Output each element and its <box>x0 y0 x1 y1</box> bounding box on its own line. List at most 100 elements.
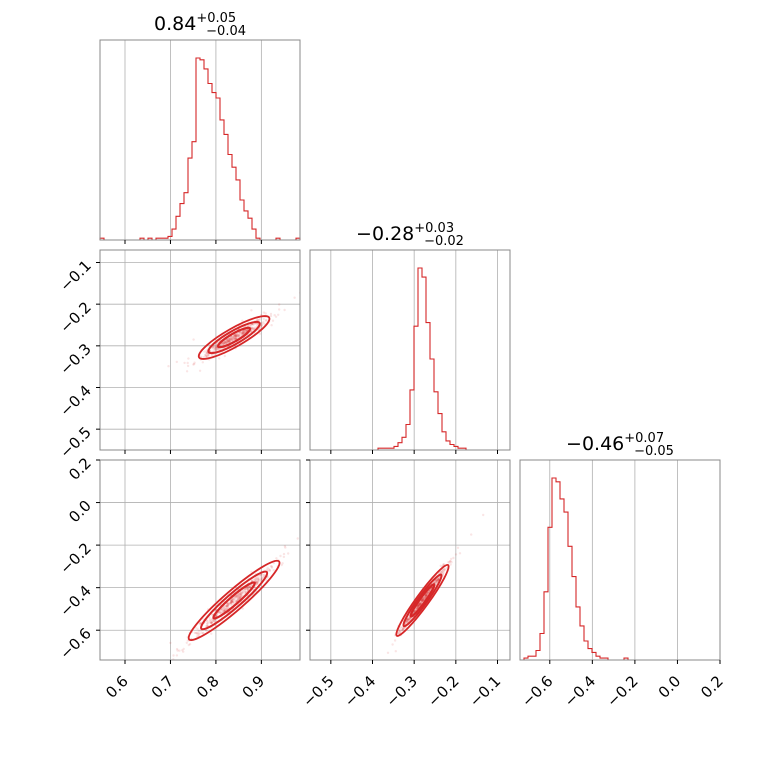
sample-point <box>419 602 422 605</box>
sample-point <box>232 334 236 337</box>
sample-point <box>229 338 232 341</box>
sample-point <box>418 601 422 604</box>
sample-point <box>398 629 401 632</box>
x-tick-label-p0: 0.8 <box>193 672 223 702</box>
sample-point <box>450 561 453 564</box>
sample-point <box>233 334 237 337</box>
sample-point <box>228 338 232 342</box>
sample-point <box>256 580 260 583</box>
sample-point <box>401 627 405 630</box>
sample-point <box>221 607 224 610</box>
sample-point <box>234 334 238 337</box>
contour-level-1 <box>212 581 256 620</box>
sample-point <box>221 342 224 345</box>
sample-point <box>415 607 419 610</box>
sample-point <box>200 355 203 358</box>
sample-point <box>224 340 227 344</box>
sample-point <box>226 604 230 608</box>
contour-level-2 <box>207 320 261 355</box>
sample-point <box>232 336 235 339</box>
sample-point <box>437 578 440 581</box>
sample-point <box>255 581 258 585</box>
sample-point <box>482 513 485 517</box>
sample-point <box>225 341 229 345</box>
sample-point <box>416 604 420 607</box>
sample-point <box>420 600 424 603</box>
x-tick-label-p1: −0.4 <box>341 672 379 710</box>
x-tick-label-p1: −0.5 <box>299 672 337 710</box>
sample-point <box>269 314 273 318</box>
sample-point <box>236 599 239 602</box>
sample-point <box>230 337 234 341</box>
sample-point <box>254 578 257 581</box>
sample-point <box>421 600 424 603</box>
sample-point <box>257 579 261 582</box>
y-tick-label-p1: −0.3 <box>56 340 94 378</box>
sample-point <box>269 312 273 316</box>
sample-point <box>197 632 200 635</box>
sample-point <box>442 571 445 574</box>
sample-point <box>262 317 265 321</box>
sample-point <box>234 596 238 599</box>
sample-point <box>237 595 241 598</box>
y-tick-label-p2: −0.4 <box>56 582 94 620</box>
sample-point <box>260 573 263 577</box>
title-minus: −0.05 <box>634 444 674 459</box>
sample-point <box>257 578 260 581</box>
panel-frame <box>309 459 511 661</box>
sample-point <box>445 567 448 570</box>
sample-point <box>437 577 440 580</box>
sample-point <box>206 621 210 624</box>
sample-point <box>415 607 418 610</box>
sample-point <box>200 631 203 635</box>
sample-point <box>263 573 266 576</box>
title-value: −0.46 <box>566 433 624 455</box>
sample-point <box>237 335 241 338</box>
x-tick-label-p2: 0.0 <box>655 672 685 702</box>
sample-point <box>238 333 241 336</box>
sample-point <box>206 622 209 625</box>
sample-point <box>202 355 206 359</box>
sample-point <box>188 643 192 646</box>
sample-point <box>250 327 254 330</box>
sample-point <box>256 582 259 586</box>
sample-point <box>434 579 437 582</box>
sample-point <box>231 339 234 342</box>
sample-point <box>215 348 219 351</box>
sample-point <box>240 590 243 594</box>
sample-point <box>442 569 445 573</box>
sample-point <box>421 599 424 603</box>
sample-point <box>454 553 458 556</box>
sample-point <box>223 354 226 358</box>
sample-point <box>227 603 230 606</box>
sample-point <box>402 626 405 630</box>
sample-point <box>231 600 234 604</box>
sample-point <box>225 607 228 611</box>
sample-point <box>397 631 400 635</box>
sample-point <box>423 596 426 599</box>
sample-point <box>239 592 242 595</box>
sample-point <box>227 339 230 342</box>
sample-point <box>208 621 212 624</box>
sample-point <box>240 594 244 597</box>
sample-point <box>225 338 228 341</box>
sample-point <box>242 330 245 333</box>
sample-point <box>225 339 229 342</box>
sample-point <box>239 591 242 594</box>
sample-point <box>448 560 452 563</box>
sample-point <box>401 626 404 629</box>
sample-point <box>234 334 237 338</box>
sample-point <box>233 598 236 601</box>
sample-point <box>242 332 246 335</box>
sample-point <box>228 602 231 605</box>
sample-point <box>394 650 397 653</box>
sample-point <box>227 341 230 344</box>
sample-point <box>215 346 218 350</box>
sample-point <box>195 635 199 638</box>
sample-point <box>240 592 244 595</box>
sample-point <box>452 556 455 560</box>
scatter-panel-0-2 <box>96 459 301 664</box>
sample-point <box>417 603 421 606</box>
sample-point <box>422 598 425 602</box>
sample-point <box>427 591 430 594</box>
